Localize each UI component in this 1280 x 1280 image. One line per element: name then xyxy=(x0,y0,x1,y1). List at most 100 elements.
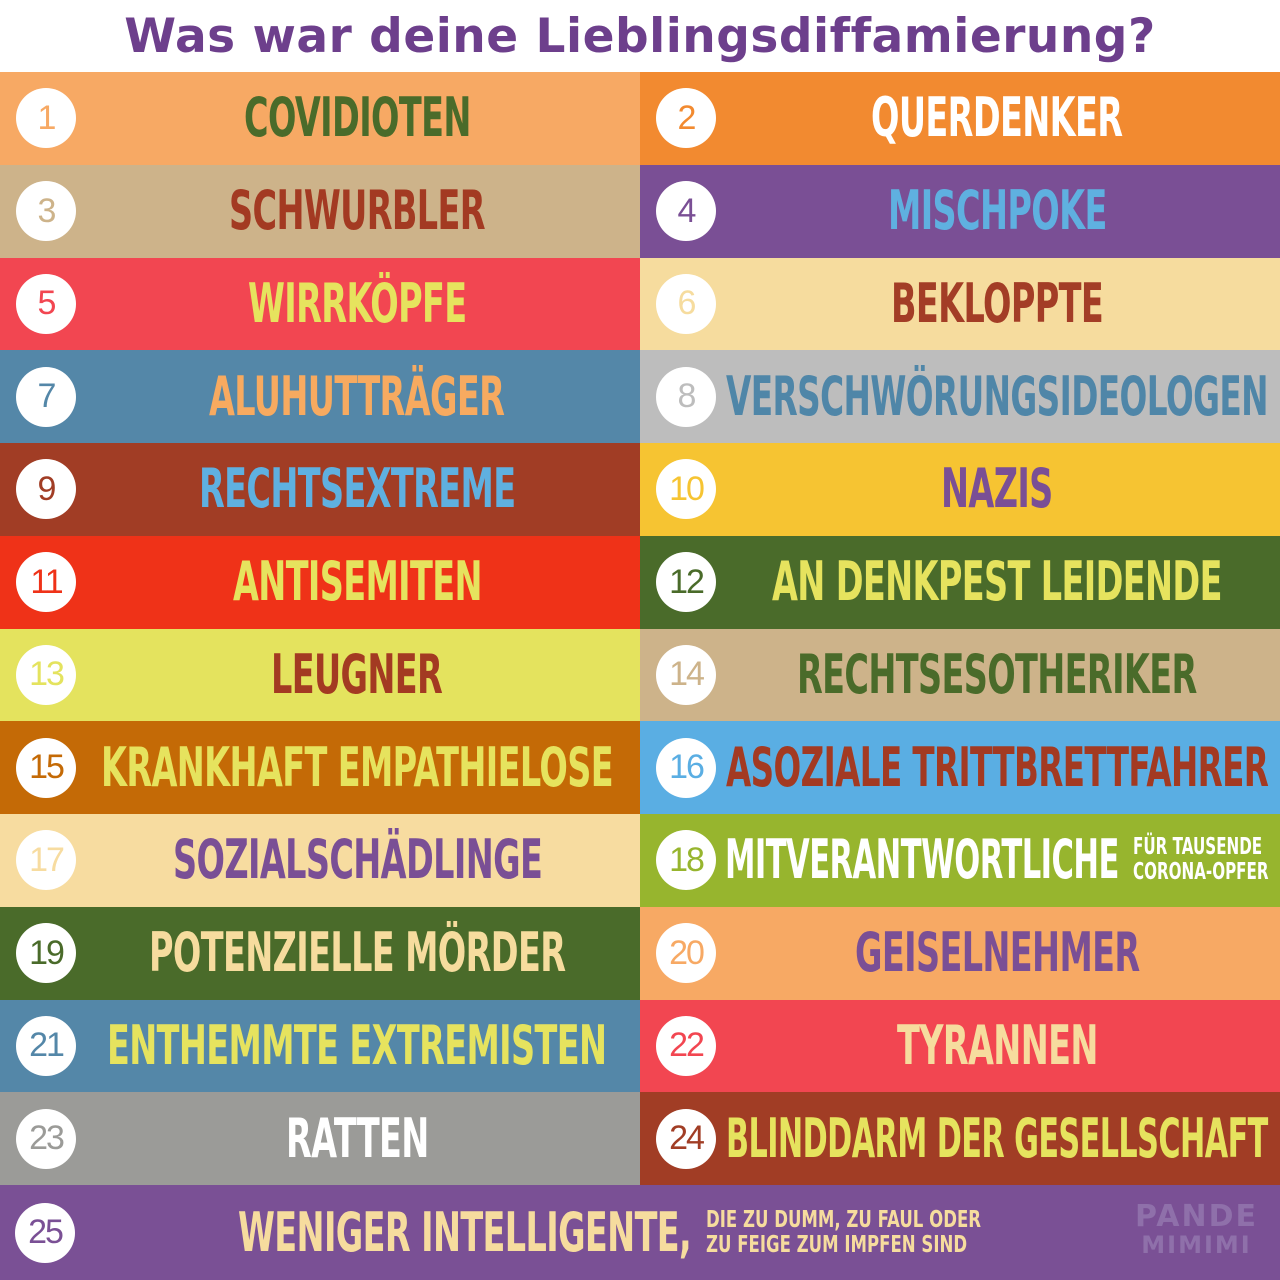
list-item-20: 20 Geiselnehmer xyxy=(640,906,1280,1000)
number-badge: 4 xyxy=(656,181,716,242)
label-wrap: Mitverantwortliche für tausende Corona-Op… xyxy=(724,814,1270,907)
number-badge: 12 xyxy=(656,552,716,613)
list-item-12: 12 an Denkpest leidende xyxy=(640,535,1280,629)
label-wrap: Sozialschädlinge xyxy=(84,814,630,907)
item-subtext: die zu dumm, zu faul oder zu feige zum I… xyxy=(706,1206,982,1258)
label-box: Rechtsextreme xyxy=(199,459,516,519)
list-item-9: 9 Rechtsextreme xyxy=(0,443,640,536)
list-item-22: 22 Tyrannen xyxy=(640,999,1280,1093)
subtext-box: für tausende Corona-Opfer xyxy=(1133,835,1269,885)
label-box: Geiselnehmer xyxy=(855,923,1140,983)
number-badge: 13 xyxy=(16,644,76,705)
label-wrap: Rechtsextreme xyxy=(84,443,630,536)
number-badge: 25 xyxy=(15,1202,75,1263)
list-item-18: 18 Mitverantwortliche für tausende Corona-… xyxy=(640,814,1280,907)
number-badge: 6 xyxy=(656,273,716,334)
list-item-19: 19 potenzielle Mörder xyxy=(0,906,640,1000)
pandemimimi-logo: PANDE MIMIMI xyxy=(1135,1199,1258,1260)
number-badge: 21 xyxy=(16,1015,76,1076)
label-box: potenzielle Mörder xyxy=(149,923,566,983)
number-badge: 23 xyxy=(16,1108,76,1169)
label-box: Covidioten xyxy=(244,88,471,148)
logo-line1: PANDE xyxy=(1135,1199,1258,1234)
label-wrap: Covidioten xyxy=(84,72,630,165)
item-label: Verschwörungsideologen xyxy=(726,364,1269,428)
item-label: Rechtsesotheriker xyxy=(797,642,1197,706)
number-badge: 2 xyxy=(656,88,716,149)
list-item-3: 3 Schwurbler xyxy=(0,164,640,258)
list-item-8: 8 Verschwörungsideologen xyxy=(640,350,1280,443)
list-item-5: 5 Wirrköpfe xyxy=(0,257,640,351)
label-wrap: Nazis xyxy=(724,443,1270,536)
label-wrap: Antisemiten xyxy=(84,536,630,629)
label-box: Aluhutträger xyxy=(209,364,505,428)
item-label: Sozialschädlinge xyxy=(172,828,543,892)
label-wrap: Mischpoke xyxy=(724,165,1270,258)
label-box: Tyrannen xyxy=(897,1015,1098,1076)
label-box: Sozialschädlinge xyxy=(172,828,543,892)
item-label: Rechtsextreme xyxy=(198,457,516,521)
number-badge: 9 xyxy=(16,459,76,520)
label-wrap: Verschwörungsideologen xyxy=(724,350,1270,443)
label-wrap: asoziale Trittbrettfahrer xyxy=(724,721,1270,814)
item-label: Querdenker xyxy=(871,86,1123,150)
label-wrap: weniger Intelligente, die zu dumm, zu fa… xyxy=(150,1185,1070,1280)
number-badge: 19 xyxy=(16,923,76,984)
label-wrap: Geiselnehmer xyxy=(724,907,1270,1000)
label-wrap: Leugner xyxy=(84,629,630,722)
item-label: Wirrköpfe xyxy=(247,271,467,335)
list-item-17: 17 Sozialschädlinge xyxy=(0,814,640,907)
list-item-25: 25 weniger Intelligente, die zu dumm, zu… xyxy=(0,1185,1280,1280)
label-box: Nazis xyxy=(941,459,1053,519)
list-item-2: 2 Querdenker xyxy=(640,72,1280,165)
item-label: Ratten xyxy=(285,1106,429,1170)
list-item-4: 4 Mischpoke xyxy=(640,164,1280,258)
number-badge: 15 xyxy=(16,737,76,798)
number-badge: 11 xyxy=(16,552,76,613)
subtext-box: die zu dumm, zu faul oder zu feige zum I… xyxy=(706,1206,982,1258)
label-wrap: Blinddarm der Gesellschaft xyxy=(724,1092,1270,1185)
label-box: an Denkpest leidende xyxy=(772,552,1223,612)
list-item-24: 24 Blinddarm der Gesellschaft xyxy=(640,1092,1280,1185)
item-label: Blinddarm der Gesellschaft xyxy=(726,1106,1268,1170)
list-item-15: 15 krankhaft Empathielose xyxy=(0,721,640,814)
item-label: Schwurbler xyxy=(228,179,486,243)
label-box: Antisemiten xyxy=(232,550,483,614)
logo-line2: MIMIMI xyxy=(1141,1231,1252,1259)
diffamation-grid: 1 Covidioten 2 Querdenker 3 Schwurbler 4 Mischp… xyxy=(0,72,1280,1185)
list-item-7: 7 Aluhutträger xyxy=(0,350,640,443)
item-label: asoziale Trittbrettfahrer xyxy=(726,735,1269,799)
label-box: Blinddarm der Gesellschaft xyxy=(726,1106,1268,1170)
item-label: Mitverantwortliche xyxy=(725,828,1119,892)
label-wrap: Ratten xyxy=(84,1092,630,1185)
number-badge: 7 xyxy=(16,366,76,427)
number-badge: 10 xyxy=(656,459,716,520)
item-label: Bekloppte xyxy=(890,271,1104,335)
number-badge: 20 xyxy=(656,923,716,984)
label-box: Mischpoke xyxy=(888,181,1107,241)
number-badge: 17 xyxy=(16,830,76,891)
list-item-10: 10 Nazis xyxy=(640,443,1280,536)
label-box: Mitverantwortliche xyxy=(725,830,1119,890)
item-subtext: für tausende Corona-Opfer xyxy=(1133,834,1269,886)
number-badge: 18 xyxy=(656,830,716,891)
item-label: enthemmte Extremisten xyxy=(107,1013,607,1077)
label-box: Ratten xyxy=(285,1106,429,1170)
label-wrap: krankhaft Empathielose xyxy=(84,721,630,814)
item-label: Aluhutträger xyxy=(209,364,505,428)
item-label: potenzielle Mörder xyxy=(148,921,566,985)
number-badge: 5 xyxy=(16,273,76,334)
item-label: Antisemiten xyxy=(232,550,483,614)
item-label: Leugner xyxy=(271,642,443,706)
label-box: weniger Intelligente, xyxy=(238,1202,692,1263)
label-box: Verschwörungsideologen xyxy=(726,364,1269,428)
label-wrap: Bekloppte xyxy=(724,258,1270,351)
label-box: asoziale Trittbrettfahrer xyxy=(726,735,1269,799)
label-box: enthemmte Extremisten xyxy=(107,1013,607,1077)
item-label: krankhaft Empathielose xyxy=(100,735,614,799)
page-title: Was war deine Lieblingsdiffamierung? xyxy=(124,8,1156,64)
label-box: Schwurbler xyxy=(229,181,486,241)
number-badge: 3 xyxy=(16,181,76,242)
label-box: Bekloppte xyxy=(890,271,1104,335)
label-wrap: Rechtsesotheriker xyxy=(724,629,1270,722)
